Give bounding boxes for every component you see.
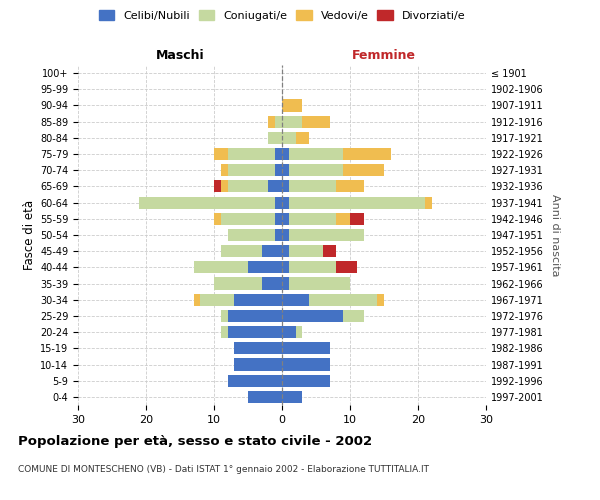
Bar bbox=[235, 342, 282, 354]
Text: Femmine: Femmine bbox=[352, 50, 416, 62]
Bar bbox=[227, 148, 275, 160]
Bar bbox=[282, 229, 289, 241]
Bar bbox=[302, 116, 329, 128]
Bar bbox=[214, 278, 262, 289]
Bar bbox=[221, 212, 275, 225]
Bar bbox=[282, 212, 289, 225]
Bar bbox=[343, 148, 391, 160]
Bar bbox=[289, 245, 323, 258]
Bar bbox=[235, 294, 282, 306]
Bar bbox=[268, 116, 275, 128]
Bar bbox=[289, 278, 350, 289]
Bar bbox=[289, 212, 337, 225]
Bar bbox=[221, 245, 262, 258]
Y-axis label: Fasce di età: Fasce di età bbox=[23, 200, 36, 270]
Bar bbox=[227, 164, 275, 176]
Bar bbox=[337, 262, 357, 274]
Bar bbox=[282, 196, 289, 208]
Bar bbox=[275, 196, 282, 208]
Bar bbox=[275, 148, 282, 160]
Bar bbox=[425, 196, 431, 208]
Bar bbox=[282, 132, 296, 144]
Bar bbox=[282, 148, 289, 160]
Bar bbox=[214, 180, 221, 192]
Bar bbox=[377, 294, 384, 306]
Bar bbox=[343, 310, 364, 322]
Bar bbox=[268, 180, 282, 192]
Bar bbox=[227, 310, 282, 322]
Bar bbox=[235, 358, 282, 370]
Legend: Celibi/Nubili, Coniugati/e, Vedovi/e, Divorziati/e: Celibi/Nubili, Coniugati/e, Vedovi/e, Di… bbox=[94, 6, 470, 25]
Bar bbox=[289, 196, 425, 208]
Bar bbox=[194, 294, 200, 306]
Bar bbox=[282, 245, 289, 258]
Bar bbox=[268, 132, 282, 144]
Bar bbox=[221, 310, 227, 322]
Text: Popolazione per età, sesso e stato civile - 2002: Popolazione per età, sesso e stato civil… bbox=[18, 435, 372, 448]
Bar bbox=[289, 229, 364, 241]
Bar bbox=[275, 164, 282, 176]
Bar bbox=[275, 229, 282, 241]
Bar bbox=[262, 278, 282, 289]
Bar bbox=[296, 326, 302, 338]
Bar bbox=[289, 164, 343, 176]
Bar bbox=[248, 391, 282, 403]
Bar bbox=[282, 164, 289, 176]
Bar bbox=[343, 164, 384, 176]
Bar bbox=[282, 278, 289, 289]
Bar bbox=[323, 245, 337, 258]
Bar bbox=[337, 212, 350, 225]
Bar bbox=[214, 148, 227, 160]
Bar bbox=[282, 100, 302, 112]
Bar bbox=[200, 294, 235, 306]
Bar bbox=[296, 132, 309, 144]
Bar bbox=[282, 294, 309, 306]
Bar bbox=[221, 164, 227, 176]
Bar bbox=[227, 180, 268, 192]
Bar bbox=[214, 212, 221, 225]
Bar bbox=[289, 180, 337, 192]
Bar bbox=[282, 358, 329, 370]
Bar bbox=[227, 229, 275, 241]
Bar bbox=[289, 148, 343, 160]
Bar bbox=[221, 326, 227, 338]
Bar bbox=[337, 180, 364, 192]
Bar bbox=[289, 262, 337, 274]
Bar bbox=[282, 326, 296, 338]
Bar bbox=[248, 262, 282, 274]
Bar bbox=[262, 245, 282, 258]
Bar bbox=[282, 116, 302, 128]
Text: COMUNE DI MONTESCHENO (VB) - Dati ISTAT 1° gennaio 2002 - Elaborazione TUTTITALI: COMUNE DI MONTESCHENO (VB) - Dati ISTAT … bbox=[18, 465, 429, 474]
Bar bbox=[221, 180, 227, 192]
Bar bbox=[139, 196, 275, 208]
Bar bbox=[282, 391, 302, 403]
Bar bbox=[227, 326, 282, 338]
Bar bbox=[309, 294, 377, 306]
Bar bbox=[282, 262, 289, 274]
Bar bbox=[350, 212, 364, 225]
Bar bbox=[282, 310, 343, 322]
Bar bbox=[282, 374, 329, 387]
Bar bbox=[282, 180, 289, 192]
Bar bbox=[282, 342, 329, 354]
Text: Maschi: Maschi bbox=[155, 50, 205, 62]
Bar bbox=[275, 212, 282, 225]
Bar bbox=[227, 374, 282, 387]
Bar bbox=[275, 116, 282, 128]
Y-axis label: Anni di nascita: Anni di nascita bbox=[550, 194, 560, 276]
Bar bbox=[194, 262, 248, 274]
